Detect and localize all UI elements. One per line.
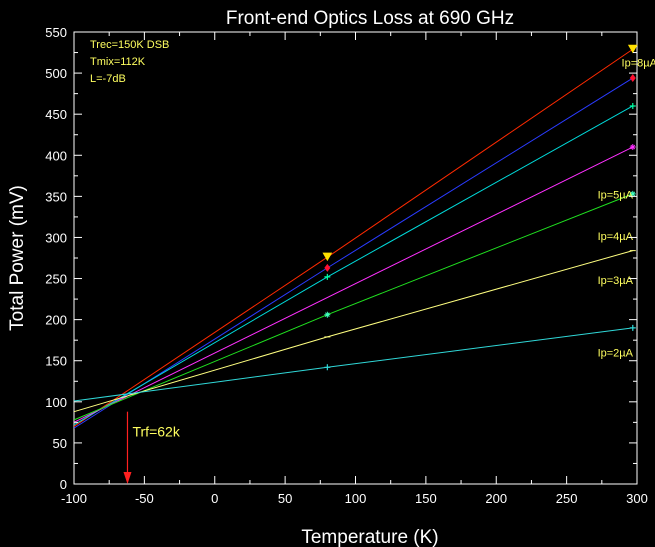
y-tick-label: 450 bbox=[45, 107, 67, 122]
data-point bbox=[324, 364, 331, 371]
info-tmix: Tmix=112K bbox=[90, 56, 146, 68]
y-tick-label: 300 bbox=[45, 230, 67, 245]
data-point bbox=[629, 74, 636, 83]
annotation-layer: Trf=62k bbox=[123, 411, 181, 484]
x-tick-label: 250 bbox=[556, 491, 578, 506]
y-tick-label: 350 bbox=[45, 189, 67, 204]
series-label: Ip=5µA bbox=[598, 190, 634, 202]
y-tick-label: 50 bbox=[53, 436, 67, 451]
x-tick-label: -100 bbox=[61, 491, 87, 506]
y-tick-label: 500 bbox=[45, 66, 67, 81]
y-tick-label: 250 bbox=[45, 272, 67, 287]
data-point bbox=[627, 44, 638, 54]
y-tick-label: 0 bbox=[60, 477, 67, 492]
x-axis-label: Temperature (K) bbox=[301, 527, 438, 547]
y-axis-label: Total Power (mV) bbox=[7, 185, 28, 331]
x-tick-label: 150 bbox=[415, 491, 437, 506]
info-loss: L=-7dB bbox=[90, 73, 126, 85]
data-point bbox=[629, 144, 636, 151]
trf-annotation-label: Trf=62k bbox=[132, 423, 180, 439]
data-point bbox=[324, 311, 331, 318]
series-layer: Ip=8µA Ip=5µA Ip=4µA Ip=3µA Ip=2µA bbox=[73, 44, 655, 429]
data-point bbox=[322, 252, 333, 262]
data-point bbox=[324, 263, 331, 272]
x-tick-label: 200 bbox=[485, 491, 507, 506]
info-trec: Trec=150K DSB bbox=[90, 39, 169, 51]
x-tick-label: -50 bbox=[135, 491, 154, 506]
y-tick-label: 100 bbox=[45, 395, 67, 410]
data-point bbox=[629, 190, 636, 197]
y-tick-label: 550 bbox=[45, 25, 67, 40]
series-label: Ip=4µA bbox=[598, 231, 634, 243]
x-tick-label: 100 bbox=[345, 491, 367, 506]
series-label: Ip=8µA bbox=[622, 57, 655, 69]
x-tick-label: 0 bbox=[211, 491, 218, 506]
y-tick-label: 200 bbox=[45, 313, 67, 328]
x-tick-label: 50 bbox=[278, 491, 292, 506]
series-label: Ip=2µA bbox=[598, 348, 634, 360]
y-tick-label: 400 bbox=[45, 148, 67, 163]
ticks-layer: -100 -50 0 50 100 150 200 250 300 0 50 100 150 200 250… bbox=[45, 25, 648, 506]
info-box: Trec=150K DSB Tmix=112K L=-7dB bbox=[90, 39, 169, 85]
series-line-4 bbox=[73, 146, 633, 423]
x-tick-label: 300 bbox=[626, 491, 648, 506]
chart-title: Front-end Optics Loss at 690 GHz bbox=[226, 8, 514, 29]
series-label: Ip=3µA bbox=[598, 275, 634, 287]
data-point bbox=[324, 273, 331, 280]
data-point bbox=[629, 324, 636, 331]
y-tick-label: 150 bbox=[45, 354, 67, 369]
data-point bbox=[629, 102, 636, 109]
trf-arrow-head bbox=[123, 472, 132, 484]
